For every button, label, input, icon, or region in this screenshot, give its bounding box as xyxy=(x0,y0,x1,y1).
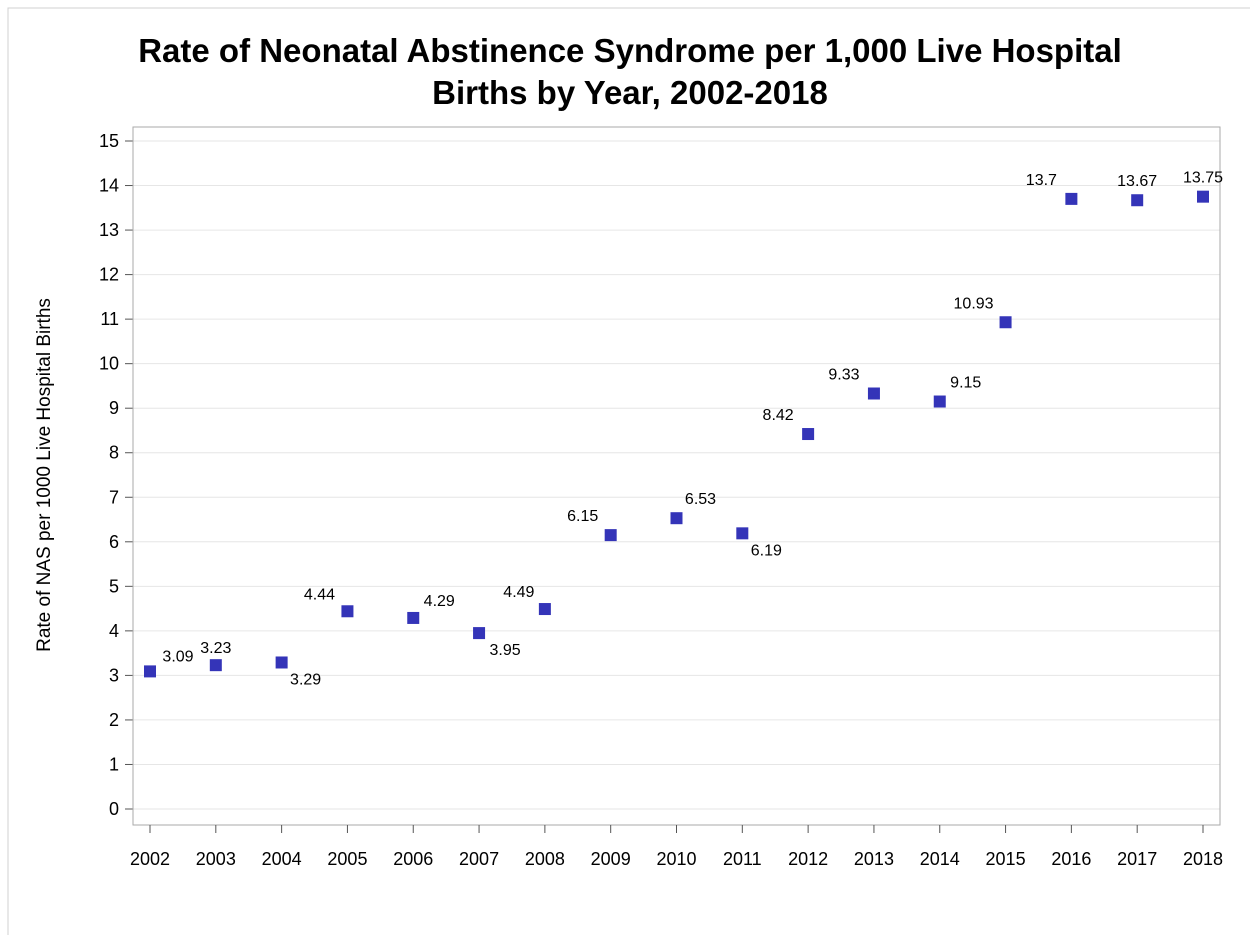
data-label: 3.29 xyxy=(290,671,321,688)
x-tick-label: 2017 xyxy=(1117,849,1157,869)
data-label: 13.7 xyxy=(1026,172,1057,189)
data-label: 3.09 xyxy=(162,648,193,665)
x-tick-label: 2007 xyxy=(459,849,499,869)
x-tick-label: 2012 xyxy=(788,849,828,869)
y-tick-label: 11 xyxy=(100,309,119,329)
y-tick-label: 0 xyxy=(109,799,119,819)
x-tick-label: 2010 xyxy=(656,849,696,869)
y-tick-label: 15 xyxy=(99,131,119,151)
y-tick-label: 13 xyxy=(99,220,119,240)
page-border xyxy=(7,7,1250,935)
data-label: 3.95 xyxy=(489,642,520,659)
x-tick-label: 2013 xyxy=(854,849,894,869)
x-tick-label: 2016 xyxy=(1051,849,1091,869)
x-tick-label: 2018 xyxy=(1183,849,1223,869)
data-point xyxy=(1197,190,1209,203)
data-point xyxy=(1131,194,1144,207)
data-point xyxy=(209,659,222,672)
y-tick-label: 5 xyxy=(109,576,119,596)
x-tick-label: 2006 xyxy=(393,849,433,869)
y-tick-label: 9 xyxy=(109,398,119,418)
data-point xyxy=(275,656,288,669)
data-label: 6.19 xyxy=(751,542,782,559)
chart-title: Births by Year, 2002-2018 xyxy=(432,74,828,111)
chart-title: Rate of Neonatal Abstinence Syndrome per… xyxy=(138,32,1122,69)
x-tick-label: 2009 xyxy=(591,849,631,869)
data-label: 9.33 xyxy=(828,367,859,384)
y-tick-label: 8 xyxy=(109,443,119,463)
data-label: 4.29 xyxy=(424,593,455,610)
data-label: 13.75 xyxy=(1183,170,1223,187)
data-point xyxy=(341,605,354,618)
x-tick-label: 2011 xyxy=(723,849,762,869)
data-point xyxy=(933,395,946,408)
data-label: 9.15 xyxy=(950,375,981,392)
data-point xyxy=(604,529,617,542)
y-tick-label: 12 xyxy=(99,265,119,285)
data-label: 4.49 xyxy=(503,584,534,601)
data-label: 10.93 xyxy=(954,295,994,312)
y-tick-label: 7 xyxy=(109,487,119,507)
y-tick-label: 14 xyxy=(99,176,119,196)
data-label: 6.15 xyxy=(567,508,598,525)
x-tick-label: 2008 xyxy=(525,849,565,869)
x-tick-label: 2002 xyxy=(130,849,170,869)
data-label: 13.67 xyxy=(1117,173,1157,190)
data-point xyxy=(1065,192,1078,205)
x-tick-label: 2005 xyxy=(327,849,367,869)
data-point xyxy=(867,387,880,400)
data-point xyxy=(538,603,551,616)
x-tick-label: 2015 xyxy=(986,849,1026,869)
y-tick-label: 1 xyxy=(109,754,119,774)
data-point xyxy=(473,627,486,640)
data-point xyxy=(802,428,815,441)
data-label: 6.53 xyxy=(685,491,716,508)
data-point xyxy=(670,512,683,525)
y-tick-label: 6 xyxy=(109,532,119,552)
y-axis-title: Rate of NAS per 1000 Live Hospital Birth… xyxy=(34,298,55,652)
y-tick-label: 10 xyxy=(99,354,119,374)
data-point xyxy=(144,665,156,678)
y-tick-label: 3 xyxy=(109,665,119,685)
x-tick-label: 2003 xyxy=(196,849,236,869)
y-tick-label: 2 xyxy=(109,710,119,730)
x-tick-label: 2004 xyxy=(262,849,302,869)
data-point xyxy=(736,527,749,540)
data-label: 8.42 xyxy=(763,407,794,424)
data-label: 4.44 xyxy=(304,586,335,603)
data-label: 3.23 xyxy=(200,640,231,657)
data-point xyxy=(999,316,1012,329)
y-tick-label: 4 xyxy=(109,621,119,641)
data-point xyxy=(407,611,420,624)
x-tick-label: 2014 xyxy=(920,849,960,869)
